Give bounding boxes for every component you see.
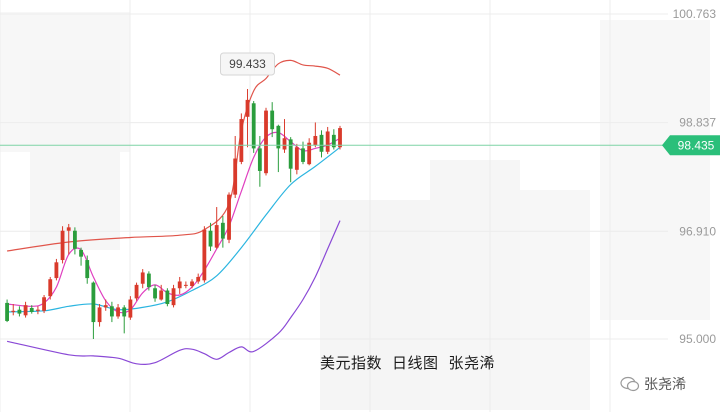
candle-39: [245, 89, 250, 148]
annotations: 99.433 98.435: [0, 52, 720, 156]
candle-20: [128, 296, 133, 320]
candle-22: [140, 269, 145, 289]
candle-37: [233, 135, 238, 199]
bollinger-upper-line: [7, 59, 341, 252]
candle-25: [159, 284, 164, 301]
last-price-tag: 98.435: [0, 135, 720, 156]
candle-32: [202, 226, 207, 283]
candle-38: [239, 113, 244, 165]
candle-50: [313, 122, 318, 148]
svg-text:98.435: 98.435: [678, 138, 715, 152]
candle-15: [97, 304, 102, 327]
candle-14: [91, 281, 96, 339]
candle-8: [54, 258, 59, 281]
candle-11: [72, 227, 77, 255]
candle-44: [276, 124, 281, 173]
candle-35: [220, 216, 225, 248]
candle-0: [5, 299, 9, 323]
indicator-lines: [6, 59, 341, 365]
peak-label: 99.433: [220, 52, 275, 76]
candle-6: [42, 295, 46, 314]
candle-30: [190, 279, 194, 289]
candle-7: [48, 276, 53, 300]
candle-31: [196, 273, 201, 284]
candle-41: [257, 135, 262, 187]
candle-46: [288, 137, 293, 183]
candle-33: [208, 222, 213, 252]
chart-caption: 美元指数 日线图 张尧浠: [320, 352, 505, 373]
candle-13: [85, 255, 90, 284]
candle-21: [134, 282, 139, 301]
candle-40: [251, 101, 256, 153]
candle-23: [146, 271, 151, 291]
y-tick-label-2: 96.910: [679, 224, 716, 238]
caption-instrument: 美元指数: [320, 354, 383, 372]
y-tick-label-0: 100.763: [673, 7, 717, 21]
candle-42: [264, 107, 268, 176]
candle-43: [270, 102, 275, 138]
candle-10: [66, 223, 71, 255]
candle-24: [153, 284, 157, 302]
candle-9: [60, 226, 65, 264]
candle-18: [116, 304, 120, 319]
candle-1: [11, 304, 16, 316]
candle-29: [183, 281, 188, 289]
candle-16: [103, 299, 108, 311]
candle-19: [122, 305, 127, 334]
candle-28: [177, 276, 182, 294]
candle-52: [325, 126, 330, 155]
ma-short-line: [7, 131, 341, 314]
bollinger-lower-line: [6, 220, 341, 365]
candle-34: [214, 207, 219, 249]
candle-51: [319, 130, 324, 158]
ma-long-line: [7, 146, 341, 313]
y-tick-label-1: 98.837: [679, 116, 716, 130]
caption-author: 张尧浠: [448, 354, 496, 372]
y-tick-label-3: 95.000: [679, 332, 716, 346]
candle-2: [17, 306, 22, 317]
y-axis: 100.763 98.837 96.910 95.000: [673, 7, 717, 346]
candle-54: [338, 125, 342, 150]
candle-5: [35, 306, 40, 315]
svg-text:99.433: 99.433: [229, 57, 266, 71]
background-city: [0, 12, 710, 410]
candles: [5, 89, 342, 339]
candle-49: [307, 138, 312, 166]
candle-17: [109, 301, 114, 323]
candle-12: [79, 247, 83, 266]
candle-53: [331, 129, 336, 150]
watermark: 张尧浠: [620, 374, 686, 394]
candle-36: [227, 192, 231, 244]
candle-45: [282, 119, 287, 153]
candle-27: [171, 284, 176, 308]
candle-47: [294, 143, 299, 175]
caption-period: 日线图: [392, 354, 439, 372]
candle-26: [165, 288, 170, 307]
wechat-icon: [620, 376, 640, 392]
candle-4: [29, 305, 34, 314]
candle-3: [23, 301, 28, 318]
watermark-text: 张尧浠: [644, 377, 686, 393]
